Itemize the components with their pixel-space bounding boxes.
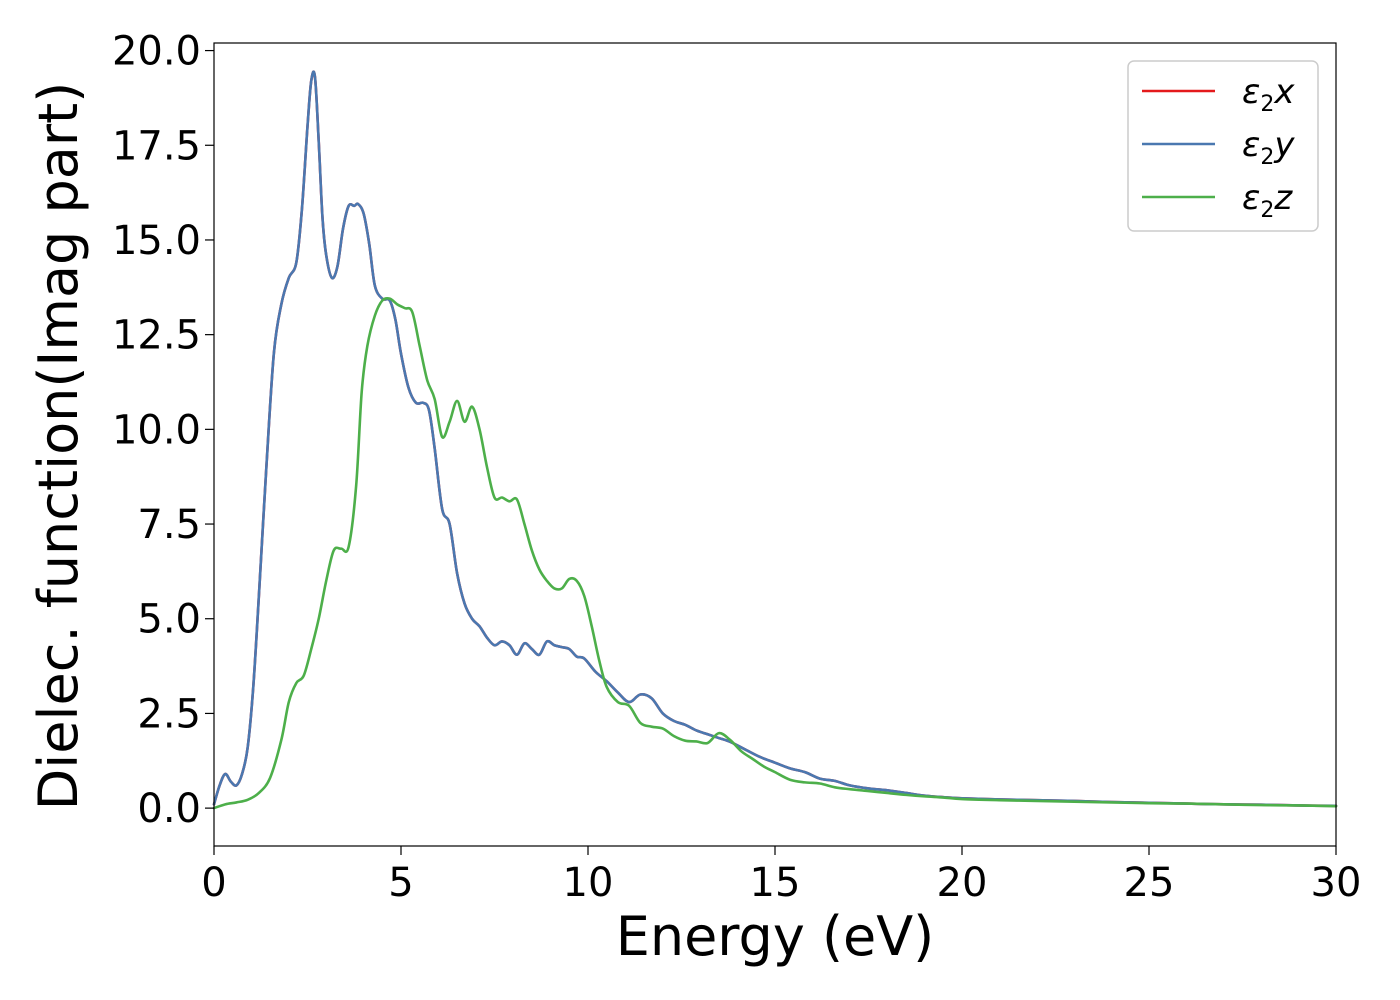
legend-entry-e2y: ε2y <box>1242 125 1295 170</box>
y-tick-label: 12.5 <box>112 313 201 359</box>
legend-component: z <box>1273 178 1293 218</box>
y-tick-label: 5.0 <box>137 597 201 643</box>
x-tick-label: 0 <box>201 860 226 906</box>
legend-entry-e2x: ε2x <box>1242 72 1295 117</box>
x-axis-title: Energy (eV) <box>616 905 935 968</box>
y-tick-label: 10.0 <box>112 407 201 453</box>
y-axis-ticks: 0.0 2.5 5.0 7.5 10.0 12.5 15.0 17.5 20.0 <box>112 29 214 832</box>
legend-subscript: 2 <box>1260 198 1274 223</box>
series-layer <box>212 70 1338 810</box>
y-tick-label: 7.5 <box>137 502 201 548</box>
x-tick-label: 25 <box>1124 860 1175 906</box>
legend-component: y <box>1273 125 1295 165</box>
y-tick-label: 20.0 <box>112 29 201 75</box>
x-tick-label: 15 <box>750 860 801 906</box>
x-tick-label: 10 <box>563 860 614 906</box>
x-tick-label: 20 <box>937 860 988 906</box>
legend-symbol: ε <box>1242 178 1260 218</box>
legend-component: x <box>1273 72 1295 112</box>
x-tick-label: 5 <box>388 860 413 906</box>
legend-symbol: ε <box>1242 125 1260 165</box>
series-line-e2y <box>212 70 1338 808</box>
legend-box <box>1127 60 1319 232</box>
legend-subscript: 2 <box>1260 92 1274 117</box>
x-axis-ticks: 0 5 10 15 20 25 30 <box>201 846 1361 906</box>
legend-entry-e2z: ε2z <box>1242 178 1293 223</box>
legend-symbol: ε <box>1242 72 1260 112</box>
y-axis-title: Dielec. function(Imag part) <box>27 82 90 811</box>
x-tick-label: 30 <box>1311 860 1362 906</box>
y-tick-label: 15.0 <box>112 218 201 264</box>
y-tick-label: 17.5 <box>112 123 201 169</box>
y-tick-label: 2.5 <box>137 691 201 737</box>
series-line-e2z <box>212 296 1338 810</box>
legend-subscript: 2 <box>1260 145 1274 170</box>
y-tick-label: 0.0 <box>137 786 201 832</box>
